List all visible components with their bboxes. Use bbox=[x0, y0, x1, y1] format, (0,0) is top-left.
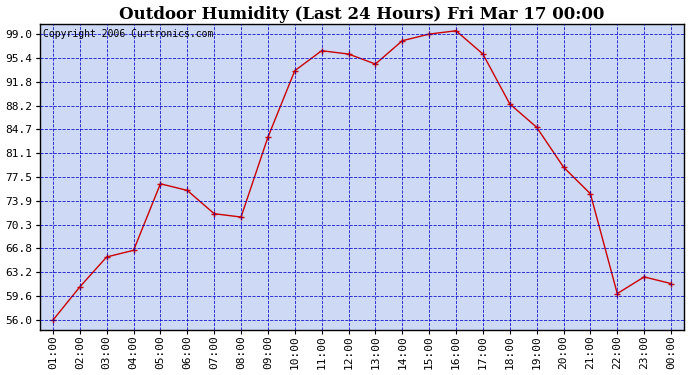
Title: Outdoor Humidity (Last 24 Hours) Fri Mar 17 00:00: Outdoor Humidity (Last 24 Hours) Fri Mar… bbox=[119, 6, 604, 22]
Text: Copyright 2006 Curtronics.com: Copyright 2006 Curtronics.com bbox=[43, 29, 213, 39]
